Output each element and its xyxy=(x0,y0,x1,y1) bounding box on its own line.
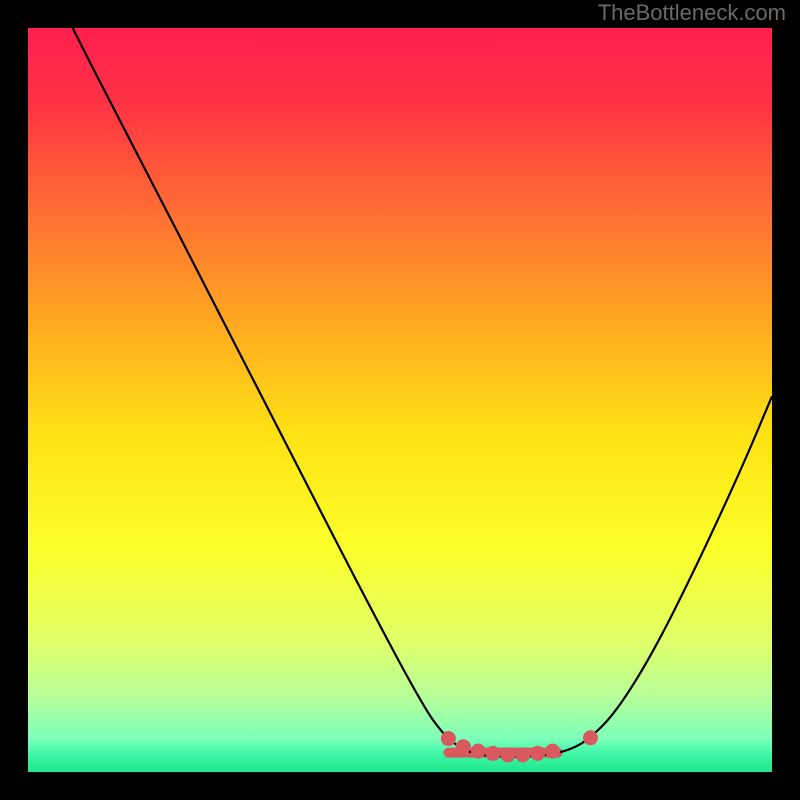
marker-dot xyxy=(531,746,545,760)
marker-dot xyxy=(583,731,597,745)
marker-dot xyxy=(456,740,470,754)
marker-dot xyxy=(486,746,500,760)
marker-dot xyxy=(441,732,455,746)
chart-background xyxy=(28,28,772,772)
marker-dot xyxy=(501,748,515,762)
marker-dot xyxy=(546,744,560,758)
marker-dot xyxy=(516,748,530,762)
marker-dot xyxy=(471,744,485,758)
chart-svg xyxy=(0,0,800,800)
